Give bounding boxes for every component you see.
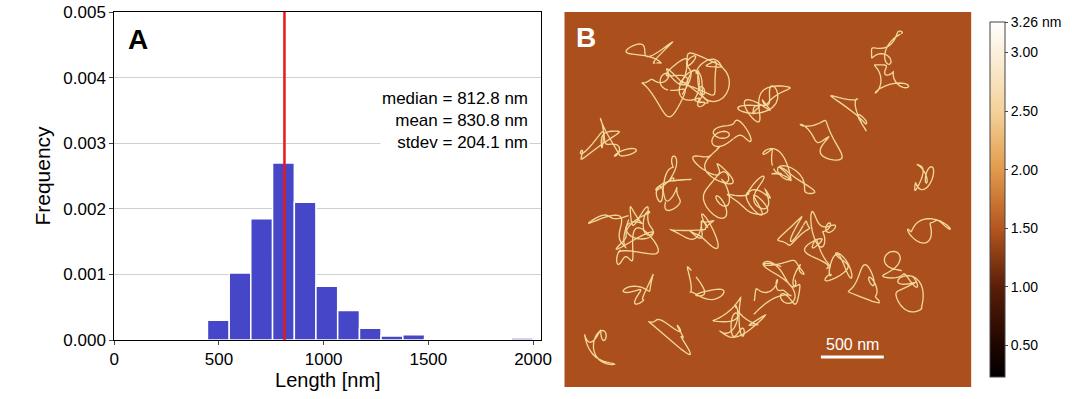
svg-text:0.000: 0.000 — [63, 331, 106, 350]
svg-text:2.50: 2.50 — [1011, 103, 1038, 119]
svg-text:Frequency: Frequency — [31, 126, 54, 226]
svg-text:0.001: 0.001 — [63, 265, 106, 284]
svg-text:1000: 1000 — [305, 350, 343, 369]
svg-text:0.005: 0.005 — [63, 3, 106, 22]
svg-text:0.003: 0.003 — [63, 134, 106, 153]
svg-text:0.002: 0.002 — [63, 200, 106, 219]
svg-text:A: A — [128, 24, 148, 55]
svg-text:2000: 2000 — [514, 350, 552, 369]
svg-text:3.00: 3.00 — [1011, 44, 1038, 60]
svg-text:1.50: 1.50 — [1011, 220, 1038, 236]
svg-text:1500: 1500 — [409, 350, 447, 369]
svg-text:Length [nm]: Length [nm] — [275, 369, 381, 391]
svg-text:median = 812.8 nmmean = 830.8: median = 812.8 nmmean = 830.8 nmstdev = … — [382, 89, 528, 152]
svg-text:1.00: 1.00 — [1011, 279, 1038, 295]
svg-text:0.50: 0.50 — [1011, 337, 1038, 353]
svg-text:2.00: 2.00 — [1011, 162, 1038, 178]
svg-text:500: 500 — [205, 350, 233, 369]
svg-text:B: B — [576, 22, 596, 53]
svg-text:0: 0 — [110, 350, 119, 369]
svg-text:0.004: 0.004 — [63, 69, 106, 88]
svg-text:3.26 nm: 3.26 nm — [1011, 14, 1062, 30]
svg-text:500 nm: 500 nm — [826, 336, 879, 353]
